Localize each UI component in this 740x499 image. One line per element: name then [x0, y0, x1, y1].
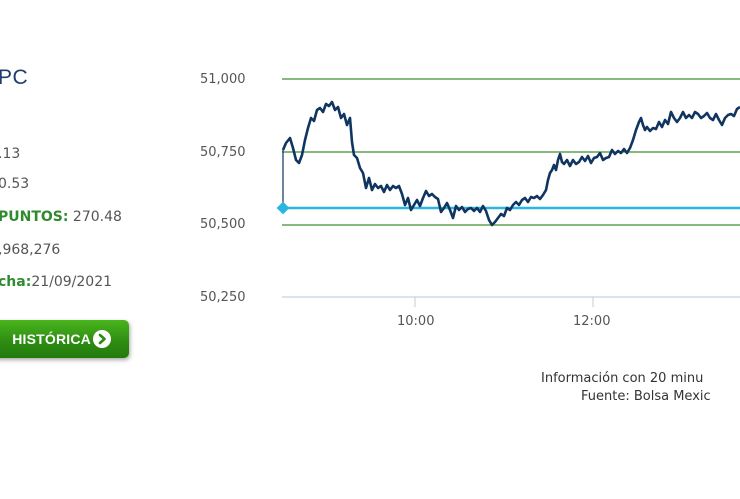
- index-title: PC: [0, 66, 29, 89]
- historic-button[interactable]: HISTÓRICA: [0, 320, 129, 358]
- price-line: [281, 100, 740, 227]
- stat-row-date: cha:21/09/2021: [0, 274, 112, 290]
- stat-value: .13: [0, 146, 21, 162]
- stat-label: cha:: [0, 274, 32, 290]
- stat-label: PUNTOS:: [0, 209, 69, 225]
- x-tick-label: 12:00: [573, 314, 611, 329]
- stat-value: ,968,276: [0, 242, 61, 258]
- y-tick-label: 51,000: [200, 72, 246, 87]
- stat-row-1: .13: [0, 146, 20, 162]
- stat-value: 270.48: [68, 209, 122, 225]
- stat-value: 21/09/2021: [31, 274, 113, 290]
- stat-value: 0.53: [0, 176, 30, 192]
- y-tick-label: 50,500: [200, 217, 246, 232]
- chevron-right-circle-icon: [93, 330, 111, 348]
- historic-button-label: HISTÓRICA: [12, 331, 91, 347]
- reference-marker: [276, 201, 290, 215]
- delay-notice: Información con 20 minu: [541, 371, 704, 386]
- y-tick-label: 50,750: [200, 145, 246, 160]
- stat-row-points: PUNTOS: 270.48: [0, 209, 122, 225]
- x-tick-label: 10:00: [397, 314, 435, 329]
- stat-row-volume: ,968,276: [0, 242, 60, 258]
- line-chart: [276, 78, 740, 307]
- source-notice: Fuente: Bolsa Mexic: [581, 389, 711, 404]
- y-tick-label: 50,250: [200, 290, 246, 305]
- stat-row-2: 0.53: [0, 176, 29, 192]
